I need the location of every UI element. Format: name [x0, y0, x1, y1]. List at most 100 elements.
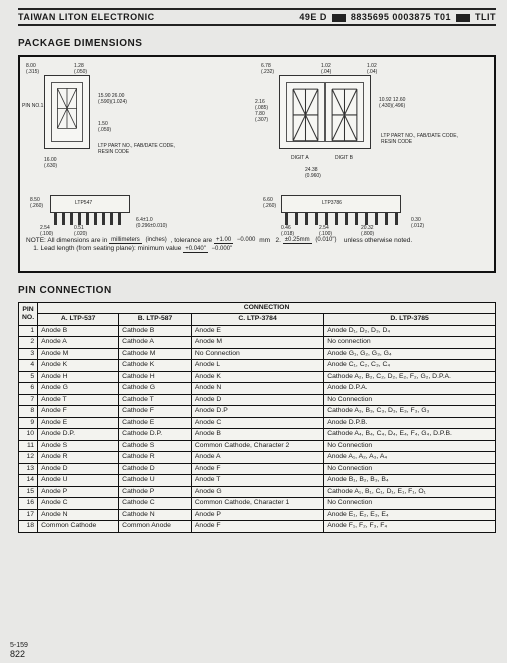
- cell: No Connection: [324, 440, 496, 451]
- cell: Anode D: [191, 394, 323, 405]
- package-left: 8.00(.315) 1.28(.050) PIN NO.1 15.90 26.…: [26, 63, 253, 233]
- tol2-top: ±0.25mm: [283, 237, 312, 244]
- tol2-frac: ±0.25mm (0.010"): [283, 237, 339, 243]
- cell-pin-no: 18: [19, 521, 38, 532]
- pin-connection-table: PIN NO. CONNECTION A. LTP-537 B. LTP-587…: [18, 302, 496, 533]
- cell: Cathode S: [119, 440, 192, 451]
- table-row: 14Anode UCathode UAnode TAnode B₁, B₂, B…: [19, 475, 496, 486]
- tol1-top: +1.00: [214, 237, 233, 244]
- cell: Anode B: [38, 325, 119, 336]
- cell-pin-no: 1: [19, 325, 38, 336]
- cell: Anode E: [38, 417, 119, 428]
- cell: Anode G: [38, 383, 119, 394]
- table-row: 18Common CathodeCommon AnodeAnode FAnode…: [19, 521, 496, 532]
- table-row: A. LTP-537 B. LTP-587 C. LTP-3784 D. LTP…: [19, 314, 496, 325]
- cell: Cathode D.P.: [119, 429, 192, 440]
- th-col-d: D. LTP-3785: [324, 314, 496, 325]
- cell: Cathode T: [119, 394, 192, 405]
- cell: Anode A: [191, 452, 323, 463]
- cell-pin-no: 15: [19, 486, 38, 497]
- cell-pin-no: 6: [19, 383, 38, 394]
- unit-bot: (inches): [143, 237, 168, 243]
- table-row: 4Anode KCathode KAnode LAnode C₁, C₂, C₃…: [19, 360, 496, 371]
- note-text: All dimensions are in: [47, 237, 107, 244]
- cell: Anode G: [191, 486, 323, 497]
- cell-pin-no: 9: [19, 417, 38, 428]
- two-up: 8.00(.315) 1.28(.050) PIN NO.1 15.90 26.…: [26, 63, 488, 233]
- block-icon: [332, 14, 346, 22]
- cell: Cathode D: [119, 463, 192, 474]
- chip-label-left: LTP547: [75, 200, 92, 206]
- cell: Anode C₁, C₂, C₃, C₄: [324, 360, 496, 371]
- header-codes: 49E D 8835695 0003875 T01 TLIT: [299, 12, 496, 22]
- dim-label: 0.51(.020): [74, 225, 87, 237]
- table-row: 13Anode DCathode DAnode FNo Connection: [19, 463, 496, 474]
- dim-label: 0.30(.012): [411, 217, 424, 229]
- cell: No Connection: [191, 348, 323, 359]
- cell: Cathode A: [119, 337, 192, 348]
- dim-label: 8.50(.260): [30, 197, 43, 209]
- header-strip: TAIWAN LITON ELECTRONIC 49E D 8835695 00…: [18, 8, 496, 26]
- dim-label: 2.16(.085)7.80(.307): [255, 99, 268, 123]
- part-note-right: LTP PART NO., FAB/DATE CODE, RESIN CODE: [381, 133, 471, 145]
- table-row: 3Anode MCathode MNo ConnectionAnode G₁, …: [19, 348, 496, 359]
- th-col-c: C. LTP-3784: [191, 314, 323, 325]
- part-note-left: LTP PART NO., FAB/DATE CODE, RESIN CODE: [98, 143, 188, 155]
- seg-inner: [325, 82, 364, 142]
- dim-label: 6.60(.260): [263, 197, 276, 209]
- dim-label: 1.50(.059): [98, 121, 111, 133]
- notes-block: NOTE: All dimensions are in millimeters …: [26, 237, 488, 254]
- cell: Anode N: [38, 509, 119, 520]
- unit-frac: millimeters (inches): [109, 237, 169, 243]
- header-code1: 49E D: [299, 12, 327, 22]
- dim-label: 2.54(.100): [40, 225, 53, 237]
- tol-label: , tolerance are: [171, 237, 213, 244]
- cell-pin-no: 17: [19, 509, 38, 520]
- dim-label: 24.38(0.960): [305, 167, 321, 179]
- table-row: 7Anode TCathode TAnode DNo Connection: [19, 394, 496, 405]
- table-row: 1Anode BCathode BAnode EAnode D₁, D₂, D₃…: [19, 325, 496, 336]
- seg-display-single: [44, 75, 90, 149]
- cell: Anode M: [38, 348, 119, 359]
- cell: Cathode R: [119, 452, 192, 463]
- dim-label: 1.28(.050): [74, 63, 87, 75]
- chip-side-left: LTP547 8.50(.260) 2.54(.100) 0.51(.020) …: [40, 195, 160, 229]
- table-row: 9Anode ECathode EAnode CAnode D.P.B.: [19, 417, 496, 428]
- cell: Anode D.P.A.: [324, 383, 496, 394]
- digit-a-label: DIGIT A: [291, 155, 309, 161]
- cell: Anode D.P.B.: [324, 417, 496, 428]
- cell: Cathode A₃, B₃, C₃, D₃, E₃, F₃, G₃: [324, 406, 496, 417]
- dim-label: 20.32(.800): [361, 225, 374, 237]
- cell: Cathode A₄, B₄, C₄, D₄, E₄, F₄, G₄, D.P.…: [324, 429, 496, 440]
- table-row: 6Anode GCathode GAnode NAnode D.P.A.: [19, 383, 496, 394]
- cell: Anode H: [38, 371, 119, 382]
- seg-display-dual: [279, 75, 371, 149]
- dim-label: 10.92 12.60(.430)(.496): [379, 97, 405, 109]
- table-row: 10Anode D.P.Cathode D.P.Anode BCathode A…: [19, 429, 496, 440]
- digit-b-label: DIGIT B: [335, 155, 353, 161]
- chip-side-right: LTP3786 6.60(.260) 0.46(.018) 2.54(.100)…: [271, 195, 471, 229]
- cell-pin-no: 5: [19, 371, 38, 382]
- footer-page: 822: [10, 649, 28, 659]
- cell: Anode F: [38, 406, 119, 417]
- tol1b-top: +0.040": [183, 246, 208, 253]
- th-col-b: B. LTP-587: [119, 314, 192, 325]
- cell-pin-no: 11: [19, 440, 38, 451]
- table-row: PIN NO. CONNECTION: [19, 303, 496, 314]
- dim-label: 1.02(.04): [367, 63, 377, 75]
- chip-body: LTP3786: [281, 195, 401, 213]
- tol1-frac: +1.00 −0.000: [214, 237, 257, 243]
- cell-pin-no: 10: [19, 429, 38, 440]
- th-col-a: A. LTP-537: [38, 314, 119, 325]
- cell: Anode N: [191, 383, 323, 394]
- section-title-pin: PIN CONNECTION: [18, 285, 496, 296]
- chip-pins: [281, 213, 401, 227]
- cell: No Connection: [324, 394, 496, 405]
- cell: No Connection: [324, 463, 496, 474]
- table-body: 1Anode BCathode BAnode EAnode D₁, D₂, D₃…: [19, 325, 496, 532]
- dim-label: 16.00(.630): [44, 157, 57, 169]
- cell: Anode A: [38, 337, 119, 348]
- cell: Anode B₁, B₂, B₃, B₄: [324, 475, 496, 486]
- tol1-bot: −0.000: [235, 237, 258, 243]
- header-company: TAIWAN LITON ELECTRONIC: [18, 12, 155, 22]
